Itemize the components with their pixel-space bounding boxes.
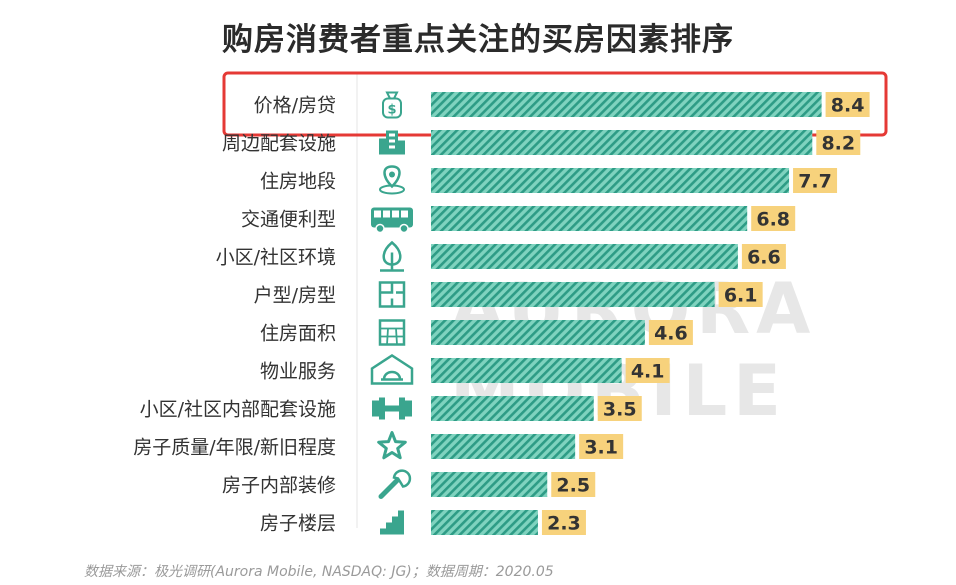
bar <box>431 206 748 231</box>
tree-icon <box>380 240 404 272</box>
category-label: 交通便利型 <box>241 209 336 231</box>
category-label: 小区/社区环境 <box>216 247 336 269</box>
value-badge <box>751 206 796 231</box>
source-note: 数据来源：极光调研(Aurora Mobile, NASDAQ: JG)；数据周… <box>84 564 554 580</box>
bar <box>431 510 538 535</box>
bar <box>431 168 790 193</box>
wrench-icon <box>378 469 412 499</box>
chart-row: 房子楼层 2.3 <box>260 510 586 535</box>
value-label: 2.5 <box>556 475 590 497</box>
bar <box>431 130 813 155</box>
category-label: 小区/社区内部配套设施 <box>140 399 336 421</box>
dumbbell-icon <box>372 397 412 420</box>
category-label: 户型/房型 <box>254 285 336 307</box>
house-service-icon <box>370 354 414 385</box>
chart-row: 户型/房型 6.1 <box>254 281 763 308</box>
bar <box>431 396 594 421</box>
category-label: 房子楼层 <box>260 513 336 535</box>
money-bag-icon: $ <box>382 91 402 119</box>
chart-row: 物业服务 4.1 <box>260 354 670 385</box>
value-label: 6.6 <box>747 247 781 269</box>
bar <box>431 434 576 459</box>
value-label: 3.1 <box>584 437 618 459</box>
chart-row: 周边配套设施 8.2 <box>222 130 861 155</box>
bar <box>431 320 645 345</box>
chart-row: 小区/社区环境 6.6 <box>216 240 786 272</box>
value-label: 6.1 <box>724 285 758 307</box>
bar <box>431 358 622 383</box>
value-badge <box>625 358 670 383</box>
bus-icon <box>371 207 413 234</box>
value-label: 4.1 <box>631 361 665 383</box>
category-label: 物业服务 <box>260 361 336 383</box>
area-grid-icon <box>378 319 406 346</box>
bar <box>431 472 548 497</box>
value-badge <box>825 92 870 117</box>
bar <box>431 282 715 307</box>
value-badge <box>816 130 861 155</box>
category-label: 住房面积 <box>260 323 336 345</box>
value-label: 3.5 <box>603 399 637 421</box>
value-label: 8.2 <box>821 133 855 155</box>
category-label: 价格/房贷 <box>254 95 336 117</box>
location-pin-icon <box>379 165 405 195</box>
chart-row: 房子内部装修 2.5 <box>222 469 596 499</box>
category-label: 周边配套设施 <box>222 133 336 155</box>
chart-row: 交通便利型 6.8 <box>241 206 796 234</box>
value-label: 2.3 <box>547 513 581 535</box>
floor-plan-icon <box>378 281 406 308</box>
chart-title: 购房消费者重点关注的买房因素排序 <box>222 22 734 58</box>
category-label: 房子质量/年限/新旧程度 <box>133 437 336 459</box>
bar <box>431 244 738 269</box>
value-label: 4.6 <box>654 323 688 345</box>
chart-row: 房子质量/年限/新旧程度 3.1 <box>133 431 624 460</box>
value-badge <box>597 396 642 421</box>
value-badge <box>718 282 763 307</box>
value-badge <box>551 472 596 497</box>
category-label: 住房地段 <box>260 171 336 193</box>
stairs-icon <box>380 510 404 535</box>
chart-row: 住房地段 7.7 <box>260 165 838 195</box>
building-icon <box>379 130 405 155</box>
category-label: 房子内部装修 <box>222 475 336 497</box>
value-badge <box>648 320 693 345</box>
value-badge <box>793 168 838 193</box>
value-badge <box>741 244 786 269</box>
value-label: 8.4 <box>831 95 865 117</box>
svg-text:$: $ <box>387 103 396 118</box>
chart-row: 住房面积 4.6 <box>260 319 693 346</box>
chart-row: 价格/房贷 $8.4 <box>254 91 870 119</box>
star-icon <box>377 431 407 460</box>
bar <box>431 92 822 117</box>
value-label: 6.8 <box>756 209 790 231</box>
value-badge <box>541 510 586 535</box>
value-label: 7.7 <box>798 171 832 193</box>
value-badge <box>579 434 624 459</box>
chart-row: 小区/社区内部配套设施 3.5 <box>140 396 642 421</box>
